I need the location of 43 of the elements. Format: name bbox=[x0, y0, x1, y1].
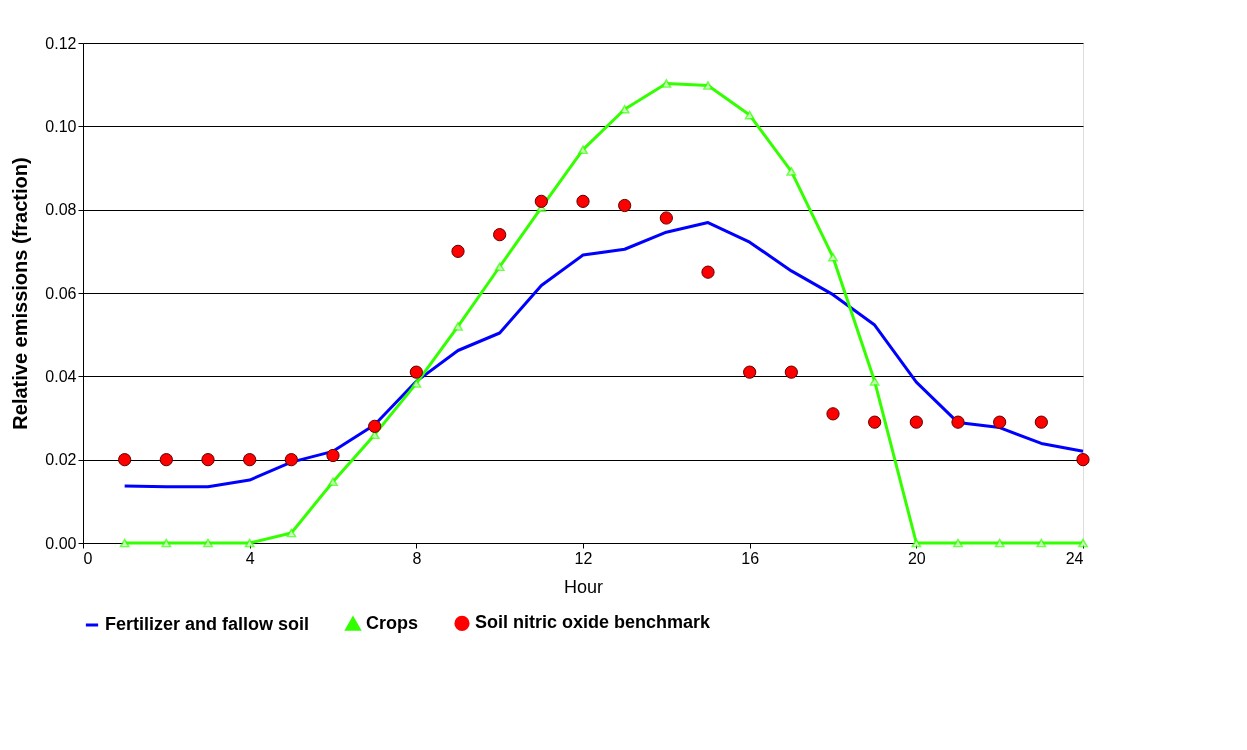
y-tick-label: 0.12 bbox=[45, 34, 77, 52]
y-tick-label: 0.02 bbox=[45, 451, 77, 469]
point bbox=[743, 365, 757, 379]
x-axis-title: Hour bbox=[563, 576, 604, 597]
point bbox=[451, 244, 465, 258]
point bbox=[868, 415, 882, 429]
point bbox=[701, 265, 715, 279]
point bbox=[784, 365, 798, 379]
point bbox=[409, 365, 423, 379]
point bbox=[1034, 415, 1048, 429]
point bbox=[618, 198, 632, 213]
x-tick-label: 20 bbox=[907, 549, 926, 567]
point bbox=[826, 407, 840, 421]
y-tick-label: 0.04 bbox=[45, 367, 77, 385]
point bbox=[326, 448, 340, 463]
x-tick-label: 4 bbox=[245, 549, 255, 567]
legend-label: Fertilizer and fallow soil bbox=[105, 614, 310, 634]
y-tick-label: 0.08 bbox=[45, 201, 77, 219]
point bbox=[159, 453, 173, 467]
x-tick-label: 24 bbox=[1065, 549, 1084, 567]
point bbox=[243, 453, 257, 467]
point bbox=[951, 415, 965, 429]
y-tick-label: 0.10 bbox=[45, 117, 77, 135]
legend-label: Soil nitric oxide benchmark bbox=[475, 612, 712, 633]
point bbox=[201, 453, 215, 467]
x-tick-label: 12 bbox=[574, 549, 593, 567]
x-tick-label: 8 bbox=[412, 549, 422, 567]
point bbox=[659, 211, 673, 225]
point bbox=[1076, 453, 1090, 467]
point bbox=[909, 415, 923, 429]
point bbox=[118, 453, 132, 467]
x-tick-label: 16 bbox=[741, 549, 760, 567]
point bbox=[493, 228, 507, 242]
y-axis-title: Relative emissions (fraction) bbox=[9, 157, 32, 430]
point bbox=[284, 453, 298, 467]
point bbox=[534, 194, 548, 208]
y-tick-label: 0.00 bbox=[45, 534, 77, 552]
point bbox=[993, 415, 1007, 429]
y-tick-label: 0.06 bbox=[45, 284, 77, 302]
x-tick-label: 0 bbox=[83, 549, 93, 567]
legend-label: Crops bbox=[366, 612, 419, 633]
point bbox=[368, 419, 382, 433]
point bbox=[576, 194, 590, 208]
